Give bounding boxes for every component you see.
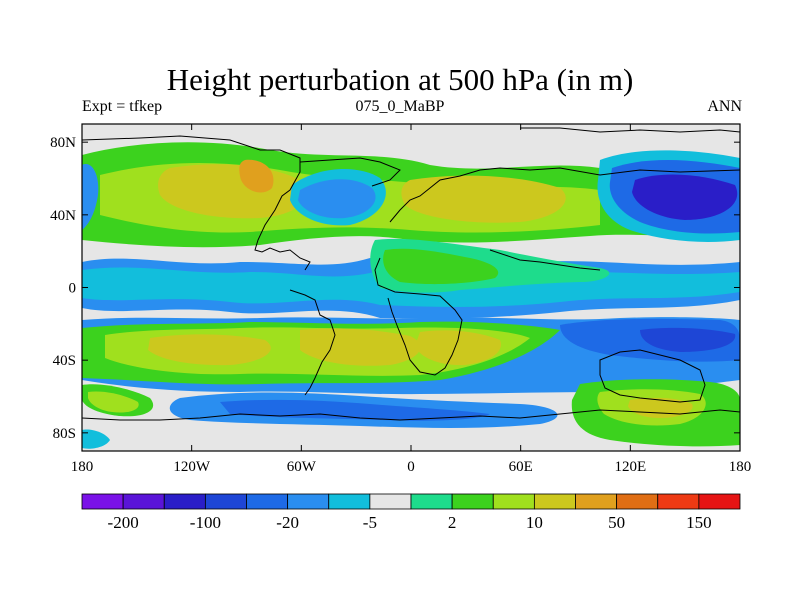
colorbar-swatch	[81, 493, 124, 510]
x-tick-label: 180	[71, 459, 94, 475]
colorbar-swatch	[287, 493, 330, 510]
x-tick-label: 0	[407, 459, 415, 475]
y-tick-label: 40S	[53, 353, 76, 369]
y-tick-label: 40N	[50, 208, 76, 224]
x-tick-label: 120E	[614, 459, 646, 475]
colorbar-label: 50	[608, 513, 625, 532]
colorbar-label: 150	[686, 513, 712, 532]
colorbar-swatch	[616, 493, 659, 510]
colorbar-swatch	[163, 493, 206, 510]
experiment-label: Expt = tfkep	[82, 98, 163, 115]
map-title: Height perturbation at 500 hPa (in m)	[166, 62, 634, 97]
map-field	[82, 124, 740, 451]
colorbar-label: -200	[108, 513, 139, 532]
y-tick-label: 80S	[53, 426, 76, 442]
colorbar-swatch	[328, 493, 371, 510]
colorbar-swatch	[246, 493, 289, 510]
season-label: ANN	[707, 98, 742, 115]
x-tick-label: 120W	[173, 459, 211, 475]
y-tick-label: 80N	[50, 135, 76, 151]
colorbar-label: -5	[363, 513, 377, 532]
colorbar-swatch	[369, 493, 412, 510]
colorbar-label: 10	[526, 513, 543, 532]
colorbar-label: -100	[190, 513, 221, 532]
colorbar-swatch	[451, 493, 494, 510]
period-label: 075_0_MaBP	[355, 98, 445, 115]
colorbar-swatch	[122, 493, 165, 510]
colorbar-label: 2	[448, 513, 457, 532]
y-axis: 80N 40N 0 40S 80S	[50, 135, 740, 442]
colorbar-swatch	[698, 493, 741, 510]
x-tick-label: 60W	[287, 459, 317, 475]
x-axis: 180 120W 60W 0 60E 120E 180	[71, 124, 752, 475]
colorbar-swatch	[533, 493, 576, 510]
colorbar-swatch	[657, 493, 700, 510]
colorbar-swatch	[575, 493, 618, 510]
colorbar-swatch	[492, 493, 535, 510]
colorbar-swatch	[410, 493, 453, 510]
y-tick-label: 0	[69, 281, 77, 297]
colorbar-label: -20	[276, 513, 299, 532]
x-tick-label: 180	[729, 459, 752, 475]
colorbar-swatch	[204, 493, 247, 510]
colorbar: -200 -100 -20 -5 2 10 50 150	[81, 493, 741, 532]
x-tick-label: 60E	[509, 459, 533, 475]
